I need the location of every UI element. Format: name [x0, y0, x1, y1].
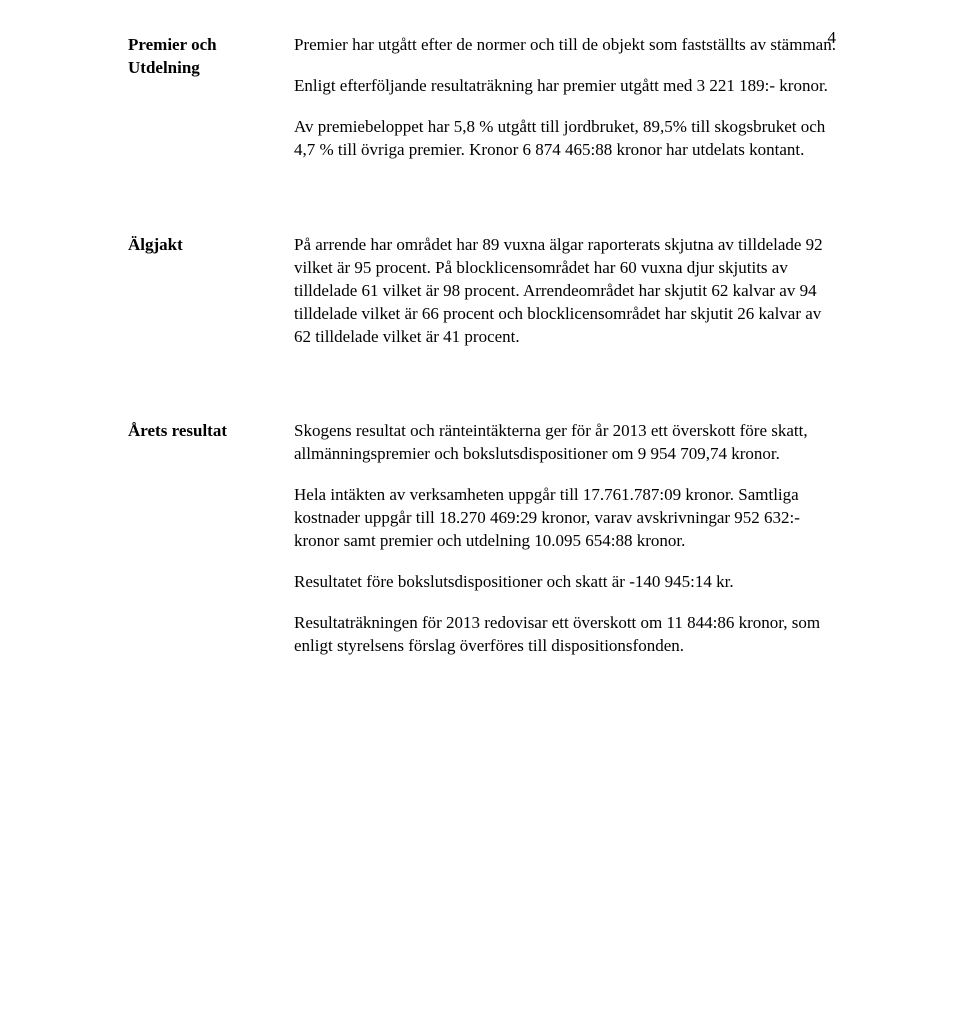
paragraph: Av premiebeloppet har 5,8 % utgått till … [294, 116, 842, 162]
label-line: Utdelning [128, 58, 200, 77]
paragraph: Enligt efterföljande resultaträkning har… [294, 75, 842, 98]
section-content-premier: Premier har utgått efter de normer och t… [294, 34, 842, 162]
paragraph: Skogens resultat och ränteintäkterna ger… [294, 420, 842, 466]
paragraph: På arrende har området har 89 vuxna älga… [294, 234, 842, 349]
section-resultat: Årets resultat Skogens resultat och ränt… [128, 420, 842, 658]
section-content-resultat: Skogens resultat och ränteintäkterna ger… [294, 420, 842, 658]
section-premier: Premier och Utdelning Premier har utgått… [128, 34, 842, 162]
paragraph: Hela intäkten av verksamheten uppgår til… [294, 484, 842, 553]
section-algjakt: Älgjakt På arrende har området har 89 vu… [128, 234, 842, 349]
section-label-premier: Premier och Utdelning [128, 34, 294, 162]
section-label-algjakt: Älgjakt [128, 234, 294, 349]
paragraph: Resultatet före bokslutsdispositioner oc… [294, 571, 842, 594]
paragraph: Premier har utgått efter de normer och t… [294, 34, 842, 57]
section-content-algjakt: På arrende har området har 89 vuxna älga… [294, 234, 842, 349]
section-label-resultat: Årets resultat [128, 420, 294, 658]
paragraph: Resultaträkningen för 2013 redovisar ett… [294, 612, 842, 658]
label-line: Premier och [128, 35, 217, 54]
page-number: 4 [828, 28, 837, 48]
